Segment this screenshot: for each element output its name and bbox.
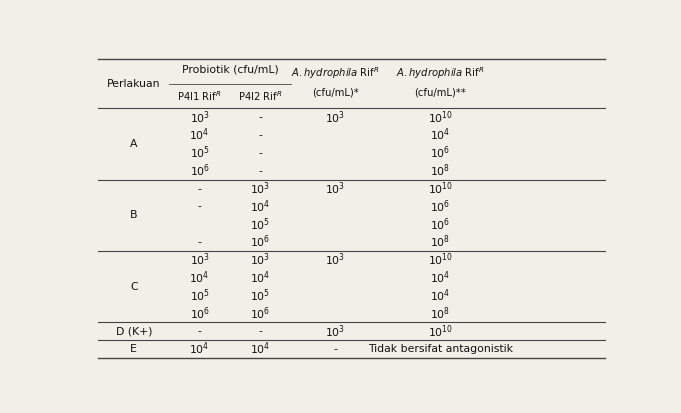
Text: $10^{5}$: $10^{5}$ [251,287,270,304]
Text: $10^{4}$: $10^{4}$ [251,270,270,286]
Text: $10^{4}$: $10^{4}$ [251,341,270,357]
Text: Tidak bersifat antagonistik: Tidak bersifat antagonistik [368,344,513,354]
Text: $\it{A. hydrophila}$ Rif$^R$: $\it{A. hydrophila}$ Rif$^R$ [291,65,379,81]
Text: $10^{10}$: $10^{10}$ [428,252,453,268]
Text: -: - [259,166,262,176]
Text: C: C [130,282,138,292]
Text: $10^{6}$: $10^{6}$ [430,216,450,233]
Text: $10^{3}$: $10^{3}$ [189,252,210,268]
Text: $10^{3}$: $10^{3}$ [325,180,345,197]
Text: $\it{A. hydrophila}$ Rif$^R$: $\it{A. hydrophila}$ Rif$^R$ [396,65,485,81]
Text: $10^{3}$: $10^{3}$ [325,252,345,268]
Text: (cfu/mL)*: (cfu/mL)* [312,88,359,97]
Text: $10^{4}$: $10^{4}$ [430,287,451,304]
Text: P4I1 Rif$^R$: P4I1 Rif$^R$ [178,90,222,104]
Text: $10^{8}$: $10^{8}$ [430,305,450,322]
Text: -: - [259,148,262,158]
Text: $10^{4}$: $10^{4}$ [189,270,210,286]
Text: B: B [130,210,138,221]
Text: $10^{3}$: $10^{3}$ [251,252,270,268]
Text: -: - [197,326,202,336]
Text: $10^{5}$: $10^{5}$ [251,216,270,233]
Text: $10^{4}$: $10^{4}$ [189,127,210,143]
Text: $10^{6}$: $10^{6}$ [430,145,450,161]
Text: -: - [197,202,202,211]
Text: Perlakuan: Perlakuan [107,79,161,89]
Text: -: - [259,112,262,122]
Text: $10^{6}$: $10^{6}$ [189,305,210,322]
Text: $10^{6}$: $10^{6}$ [430,198,450,215]
Text: $10^{6}$: $10^{6}$ [251,234,270,250]
Text: (cfu/mL)**: (cfu/mL)** [415,88,466,97]
Text: $10^{3}$: $10^{3}$ [325,109,345,126]
Text: E: E [130,344,138,354]
Text: D (K+): D (K+) [116,326,152,336]
Text: P4I2 Rif$^R$: P4I2 Rif$^R$ [238,90,283,104]
Text: $10^{3}$: $10^{3}$ [325,323,345,339]
Text: -: - [333,344,337,354]
Text: A: A [130,139,138,149]
Text: $10^{5}$: $10^{5}$ [189,145,210,161]
Text: $10^{4}$: $10^{4}$ [251,198,270,215]
Text: $10^{3}$: $10^{3}$ [251,180,270,197]
Text: $10^{4}$: $10^{4}$ [430,127,451,143]
Text: -: - [259,326,262,336]
Text: $10^{10}$: $10^{10}$ [428,323,453,339]
Text: $10^{4}$: $10^{4}$ [189,341,210,357]
Text: $10^{3}$: $10^{3}$ [189,109,210,126]
Text: -: - [259,130,262,140]
Text: -: - [197,237,202,247]
Text: $10^{8}$: $10^{8}$ [430,162,450,179]
Text: $10^{4}$: $10^{4}$ [430,270,451,286]
Text: $10^{6}$: $10^{6}$ [189,162,210,179]
Text: $10^{8}$: $10^{8}$ [430,234,450,250]
Text: $10^{10}$: $10^{10}$ [428,109,453,126]
Text: $10^{5}$: $10^{5}$ [189,287,210,304]
Text: $10^{6}$: $10^{6}$ [251,305,270,322]
Text: $10^{10}$: $10^{10}$ [428,180,453,197]
Text: -: - [197,184,202,194]
Text: Probiotik (cfu/mL): Probiotik (cfu/mL) [182,65,279,75]
